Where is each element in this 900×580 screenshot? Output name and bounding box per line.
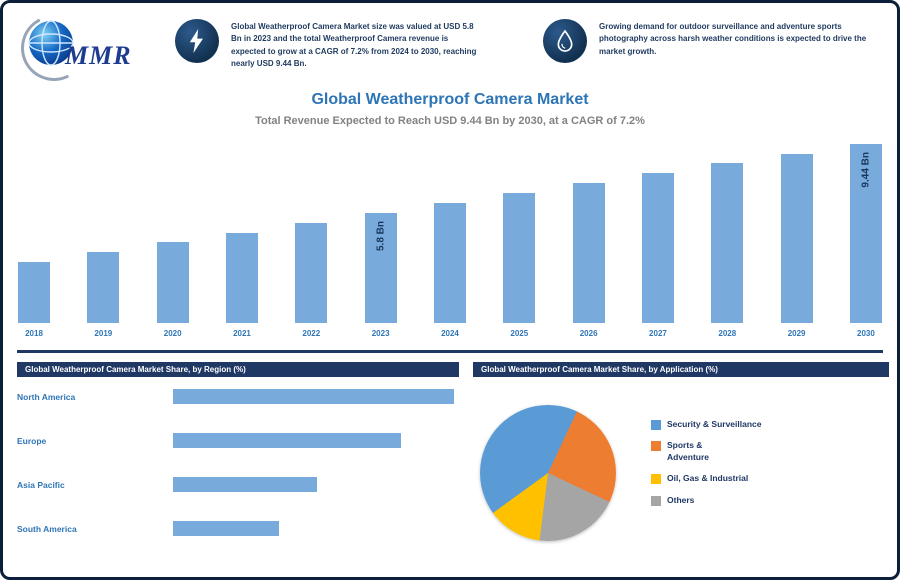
bar-2019 xyxy=(87,252,120,323)
market-size-text: Global Weatherproof Camera Market size w… xyxy=(231,22,477,69)
legend-swatch xyxy=(651,441,661,452)
bar-slot: 2029 xyxy=(780,154,814,341)
region-bar xyxy=(173,521,279,536)
legend-swatch xyxy=(651,474,661,485)
bar-year-label: 2020 xyxy=(163,328,182,338)
bar-year-label: 2027 xyxy=(649,328,667,338)
region-row: Europe xyxy=(17,433,459,448)
region-label: North America xyxy=(17,391,76,402)
legend-label: Others xyxy=(667,494,695,505)
bar-year-label: 2028 xyxy=(718,328,737,338)
legend-label: Sports & Adventure xyxy=(667,440,710,462)
bar-2030: 9.44 Bn xyxy=(849,144,882,323)
region-label: Asia Pacific xyxy=(17,479,65,490)
bar-year-label: 2029 xyxy=(787,328,806,338)
bar-2023: 5.8 Bn xyxy=(364,213,397,323)
bar-slot: 2022 xyxy=(294,223,328,341)
legend-swatch xyxy=(651,495,661,506)
bar-value-label: 5.8 Bn xyxy=(375,221,387,252)
bar-slot: 2021 xyxy=(225,233,259,341)
market-driver-text: Growing demand for outdoor surveillance … xyxy=(599,22,867,56)
bar-slot: 2019 xyxy=(86,252,120,341)
bar-year-label: 2024 xyxy=(441,328,459,338)
section-divider xyxy=(17,350,883,353)
bar-year-label: 2022 xyxy=(302,328,321,338)
region-section-header: Global Weatherproof Camera Market Share,… xyxy=(17,362,459,377)
bar-slot: 5.8 Bn 2023 xyxy=(364,213,398,341)
bar-2028 xyxy=(711,163,744,323)
bar-2021 xyxy=(225,233,258,323)
application-section-header: Global Weatherproof Camera Market Share,… xyxy=(473,362,889,377)
pie-legend: Security & Surveillance Sports & Adventur… xyxy=(651,419,886,516)
legend-item: Security & Surveillance xyxy=(651,419,886,430)
legend-item: Oil, Gas & Industrial xyxy=(651,473,886,485)
page-title: Global Weatherproof Camera Market xyxy=(311,91,589,108)
bar-2018 xyxy=(18,262,50,323)
header-card-market-size: Global Weatherproof Camera Market size w… xyxy=(175,19,480,71)
region-row: South America xyxy=(17,521,459,536)
bar-slot: 2024 xyxy=(433,203,467,341)
bar-year-label: 2026 xyxy=(579,328,598,338)
bar-year-label: 2030 xyxy=(857,328,875,338)
region-bar-rows: North America Europe Asia Pacific South Ame… xyxy=(17,389,459,565)
bar-value-label: 9.44 Bn xyxy=(860,152,872,188)
mmr-logo: MMR xyxy=(12,6,179,90)
bar-slot: 2020 xyxy=(156,242,190,341)
legend-item: Sports & Adventure xyxy=(651,440,886,463)
bar-2025 xyxy=(503,193,536,323)
page-subtitle: Total Revenue Expected to Reach USD 9.44… xyxy=(255,115,645,127)
region-row: North America xyxy=(17,389,459,404)
bar-slot: 2018 xyxy=(17,262,51,341)
legend-label: Oil, Gas & Industrial xyxy=(667,473,749,484)
bar-year-label: 2023 xyxy=(371,328,390,338)
bar-slot: 2026 xyxy=(572,183,606,341)
region-bar xyxy=(173,477,317,492)
bar-2022 xyxy=(295,223,328,323)
bar-2020 xyxy=(156,242,189,323)
bar-slot: 2027 xyxy=(641,173,675,341)
logo-text: MMR xyxy=(65,41,132,70)
legend-label: Security & Surveillance xyxy=(667,419,762,429)
bar-year-label: 2021 xyxy=(233,328,251,338)
bar-slot: 9.44 Bn 2030 xyxy=(849,144,883,341)
header-card-market-driver: Growing demand for outdoor surveillance … xyxy=(543,19,891,63)
bar-year-label: 2019 xyxy=(94,328,113,338)
legend-swatch xyxy=(651,420,661,430)
application-pie xyxy=(480,405,616,541)
bar-2026 xyxy=(572,183,605,323)
bar-year-label: 2025 xyxy=(510,328,529,338)
annual-bar-chart: 2018 2019 2020 2021 2022 5.8 Bn 2023 2024 2025 20… xyxy=(17,144,883,341)
bar-slot: 2028 xyxy=(710,163,744,341)
lightning-bolt-icon xyxy=(175,19,219,63)
bar-2027 xyxy=(641,173,674,323)
region-label: Europe xyxy=(17,435,47,446)
region-bar xyxy=(173,389,454,404)
region-row: Asia Pacific xyxy=(17,477,459,492)
globe-icon xyxy=(27,19,75,72)
region-bar xyxy=(173,433,401,448)
bar-2024 xyxy=(433,203,466,323)
bar-2029 xyxy=(780,154,813,323)
bar-year-label: 2018 xyxy=(25,328,43,338)
region-label: South America xyxy=(17,523,77,534)
legend-item: Others xyxy=(651,495,886,506)
water-drop-icon xyxy=(543,19,587,63)
bar-slot: 2025 xyxy=(502,193,536,341)
